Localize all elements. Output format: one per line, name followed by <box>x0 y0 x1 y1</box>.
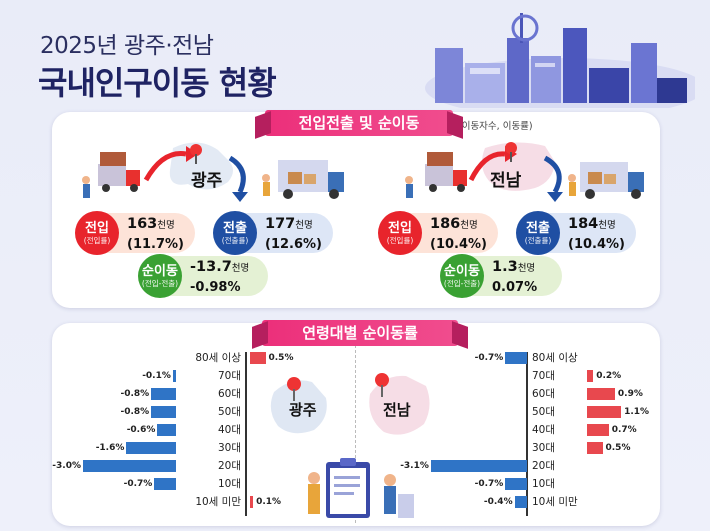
gwangju-bar <box>151 406 176 418</box>
jeonnam-axis <box>526 352 528 516</box>
jeonnam-value-label: 0.2% <box>596 371 622 381</box>
gwangju-age-label: 40대 <box>217 424 241 436</box>
gwangju-bar <box>154 478 176 490</box>
gwangju-net-value: -13.7 <box>190 258 232 275</box>
gwangju-inflow-rate: (11.7%) <box>127 236 184 252</box>
gwangju-value-label: -0.6% <box>126 425 156 435</box>
jeonnam-age-label: 30대 <box>532 442 556 454</box>
jeonnam-net-rate: 0.07% <box>492 279 538 295</box>
jeonnam-net-value: 1.3 <box>492 258 518 275</box>
jeonnam-age-label: 20대 <box>532 460 556 472</box>
jeonnam-value-label: -0.4% <box>483 497 513 507</box>
jeonnam-bar <box>587 388 615 400</box>
gwangju-truck-illustration <box>262 160 344 199</box>
gwangju-age-label: 10대 <box>217 478 241 490</box>
region-label-gwangju: 광주 <box>191 171 223 191</box>
jeonnam-bar <box>430 460 527 472</box>
gwangju-value-label: -0.8% <box>120 407 150 417</box>
gwangju-value-label: 0.1% <box>256 497 282 507</box>
gwangju-bar <box>172 370 176 382</box>
page-title: 국내인구이동 현황 <box>38 64 277 102</box>
section-ribbon-age: 연령대별 순이동률 <box>262 320 458 346</box>
inflow-badge: 전입 (전입률) <box>378 211 422 255</box>
gwangju-value-label: 0.5% <box>268 353 294 363</box>
gwangju-age-label: 70대 <box>217 370 241 382</box>
gwangju-age-label: 10세 미만 <box>195 496 241 508</box>
unit-note: (이동자수, 이동률) <box>458 121 533 132</box>
inflow-badge: 전입 (전입률) <box>75 211 119 255</box>
gwangju-bar <box>83 460 176 472</box>
chart-region-jeonnam: 전남 <box>383 401 411 419</box>
jeonnam-net-pill: 순이동 (전입-전출) 1.3천명 0.07% <box>440 254 562 298</box>
gwangju-net-pill: 순이동 (전입-전출) -13.7천명 -0.98% <box>138 254 268 298</box>
net-badge: 순이동 (전입-전출) <box>138 254 182 298</box>
gwangju-outflow-value: 177 <box>265 215 296 232</box>
chart-divider <box>355 345 356 523</box>
gwangju-value-label: -0.7% <box>123 479 153 489</box>
gwangju-outflow-pill: 전출 (전출률) 177천명 (12.6%) <box>213 211 333 255</box>
jeonnam-inflow-rate: (10.4%) <box>430 236 487 252</box>
jeonnam-value-label: 1.1% <box>624 407 650 417</box>
jeonnam-age-label: 40대 <box>532 424 556 436</box>
gwangju-inflow-pill: 전입 (전입률) 163천명 (11.7%) <box>75 211 195 255</box>
gwangju-value-label: -0.8% <box>120 389 150 399</box>
gwangju-outflow-rate: (12.6%) <box>265 236 322 252</box>
jeonnam-bar <box>514 496 527 508</box>
gwangju-value-label: -0.1% <box>142 371 171 381</box>
jeonnam-age-label: 10대 <box>532 478 556 490</box>
jeonnam-outflow-rate: (10.4%) <box>568 236 625 252</box>
gwangju-value-label: -3.0% <box>52 461 81 471</box>
jeonnam-bar <box>587 370 594 382</box>
jeonnam-outflow-value: 184 <box>568 215 599 232</box>
jeonnam-value-label: 0.9% <box>617 389 643 399</box>
outflow-badge: 전출 (전출률) <box>516 211 560 255</box>
jeonnam-inflow-value: 186 <box>430 215 461 232</box>
jeonnam-age-label: 10세 미만 <box>532 496 578 508</box>
region-label-jeonnam: 전남 <box>490 171 522 191</box>
jeonnam-age-label: 50대 <box>532 406 556 418</box>
net-badge: 순이동 (전입-전출) <box>440 254 484 298</box>
jeonnam-age-label: 70대 <box>532 370 556 382</box>
gwangju-age-label: 80세 이상 <box>195 352 241 364</box>
jeonnam-bar <box>587 406 622 418</box>
jeonnam-truck-illustration <box>568 162 644 199</box>
jeonnam-moving-illustration <box>405 142 563 202</box>
gwangju-bar <box>250 496 254 508</box>
people-clipboard-illustration <box>308 458 414 518</box>
gwangju-age-label: 50대 <box>217 406 241 418</box>
outflow-badge: 전출 (전출률) <box>213 211 257 255</box>
city-skyline-illustration <box>425 13 695 108</box>
gwangju-inflow-value: 163 <box>127 215 158 232</box>
jeonnam-value-label: 0.7% <box>611 425 637 435</box>
jeonnam-value-label: 0.5% <box>605 443 631 453</box>
jeonnam-bar <box>505 478 527 490</box>
section-ribbon-migration: 전입전출 및 순이동 <box>265 110 453 136</box>
gwangju-bar <box>157 424 176 436</box>
jeonnam-map-icon <box>369 373 430 435</box>
gwangju-axis <box>245 352 247 516</box>
gwangju-bar <box>250 352 266 364</box>
jeonnam-value-label: -0.7% <box>474 353 504 363</box>
jeonnam-age-label: 60대 <box>532 388 556 400</box>
jeonnam-outflow-pill: 전출 (전출률) 184천명 (10.4%) <box>516 211 636 255</box>
chart-region-gwangju: 광주 <box>289 401 317 419</box>
jeonnam-bar <box>505 352 527 364</box>
gwangju-age-label: 60대 <box>217 388 241 400</box>
gwangju-age-label: 20대 <box>217 460 241 472</box>
gwangju-bar <box>151 388 176 400</box>
page-subtitle: 2025년 광주·전남 <box>40 33 214 59</box>
jeonnam-bar <box>587 442 603 454</box>
gwangju-bar <box>126 442 176 454</box>
gwangju-net-rate: -0.98% <box>190 279 241 295</box>
jeonnam-bar <box>587 424 609 436</box>
jeonnam-age-label: 80세 이상 <box>532 352 578 364</box>
jeonnam-value-label: -0.7% <box>474 479 504 489</box>
gwangju-map-icon <box>270 377 327 434</box>
gwangju-moving-illustration <box>82 142 248 202</box>
jeonnam-inflow-pill: 전입 (전입률) 186천명 (10.4%) <box>378 211 498 255</box>
gwangju-value-label: -1.6% <box>95 443 125 453</box>
gwangju-age-label: 30대 <box>217 442 241 454</box>
jeonnam-value-label: -3.1% <box>400 461 429 471</box>
